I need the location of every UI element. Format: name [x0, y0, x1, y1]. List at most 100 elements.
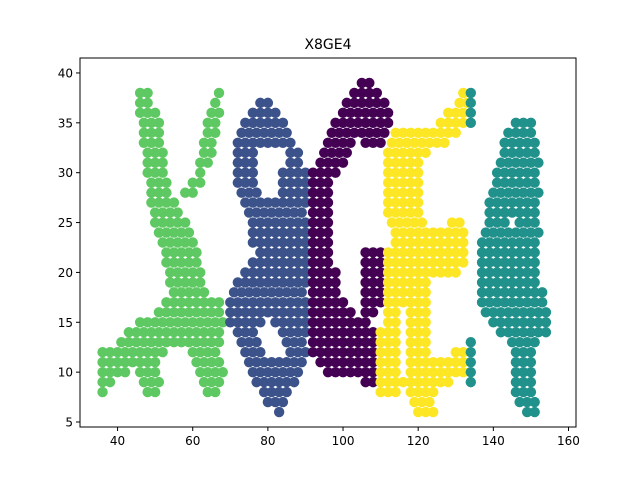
data-point	[97, 347, 108, 358]
data-point	[499, 197, 510, 208]
data-point	[157, 147, 168, 158]
data-point	[337, 347, 349, 358]
data-point	[465, 366, 476, 378]
data-point	[435, 117, 446, 129]
data-point	[412, 207, 424, 218]
data-point	[322, 197, 334, 208]
data-point	[195, 366, 206, 378]
data-point	[503, 187, 514, 198]
data-point	[480, 227, 492, 238]
data-point	[345, 356, 356, 368]
data-point	[443, 366, 454, 378]
data-point	[202, 347, 213, 358]
data-point	[149, 317, 161, 328]
data-point	[315, 217, 326, 228]
data-point	[270, 107, 281, 119]
data-point	[382, 107, 394, 119]
data-point	[153, 337, 165, 348]
data-point	[315, 257, 326, 268]
data-point	[228, 287, 240, 298]
data-point	[262, 396, 274, 408]
data-point	[405, 297, 416, 308]
data-point	[195, 347, 206, 358]
data-point	[292, 147, 304, 158]
data-point	[458, 107, 469, 119]
x-axis: 40 60 80 100 120 140 160	[110, 427, 580, 448]
data-point	[428, 257, 439, 268]
data-point	[420, 406, 431, 418]
data-point	[405, 327, 416, 338]
data-point	[382, 177, 394, 188]
data-point	[142, 167, 153, 178]
data-point	[213, 327, 225, 338]
data-point	[506, 267, 518, 278]
data-point	[277, 307, 289, 318]
data-point	[382, 366, 394, 378]
data-point	[251, 287, 262, 298]
data-point	[514, 267, 525, 278]
data-point	[119, 356, 131, 368]
data-point	[142, 157, 153, 168]
data-point	[266, 376, 277, 388]
data-point	[134, 366, 146, 378]
data-point	[183, 247, 195, 258]
data-point	[518, 157, 529, 168]
data-point	[476, 277, 488, 288]
data-point	[161, 307, 172, 318]
data-point	[412, 267, 424, 278]
data-point	[397, 197, 409, 208]
data-point	[371, 97, 383, 109]
data-point	[206, 147, 217, 158]
data-point	[232, 327, 244, 338]
data-point	[206, 376, 217, 388]
data-point	[510, 347, 522, 358]
data-point	[397, 167, 409, 178]
data-point	[390, 267, 401, 278]
data-point	[412, 197, 424, 208]
data-point	[307, 317, 319, 328]
data-point	[180, 237, 191, 248]
data-point	[420, 337, 431, 348]
data-point	[345, 327, 356, 338]
data-point	[450, 347, 461, 358]
data-point	[251, 356, 262, 368]
data-point	[292, 277, 304, 288]
data-point	[292, 197, 304, 208]
data-point	[138, 376, 150, 388]
data-point	[450, 267, 461, 278]
data-point	[270, 267, 281, 278]
data-point	[240, 197, 251, 208]
data-point	[431, 137, 443, 148]
data-point	[270, 247, 281, 258]
data-point	[315, 157, 326, 168]
data-point	[176, 337, 187, 348]
data-point	[255, 227, 266, 238]
data-point	[337, 356, 349, 368]
data-point	[375, 386, 386, 398]
data-point	[322, 247, 334, 258]
data-point	[341, 147, 352, 158]
data-point	[225, 297, 236, 308]
data-point	[277, 217, 289, 228]
data-point	[529, 147, 540, 158]
data-point	[262, 366, 274, 378]
data-point	[153, 307, 165, 318]
data-point	[202, 366, 213, 378]
data-point	[412, 376, 424, 388]
data-point	[322, 307, 334, 318]
data-point	[153, 376, 165, 388]
data-point	[322, 327, 334, 338]
data-point	[142, 87, 153, 99]
data-point	[420, 356, 431, 368]
data-point	[540, 327, 552, 338]
data-point	[529, 197, 540, 208]
data-point	[510, 227, 522, 238]
data-point	[322, 227, 334, 238]
data-point	[390, 307, 401, 318]
data-point	[424, 396, 435, 408]
data-point	[465, 356, 476, 368]
data-point	[360, 247, 371, 258]
data-point	[367, 117, 379, 129]
data-point	[382, 327, 394, 338]
data-point	[247, 257, 259, 268]
